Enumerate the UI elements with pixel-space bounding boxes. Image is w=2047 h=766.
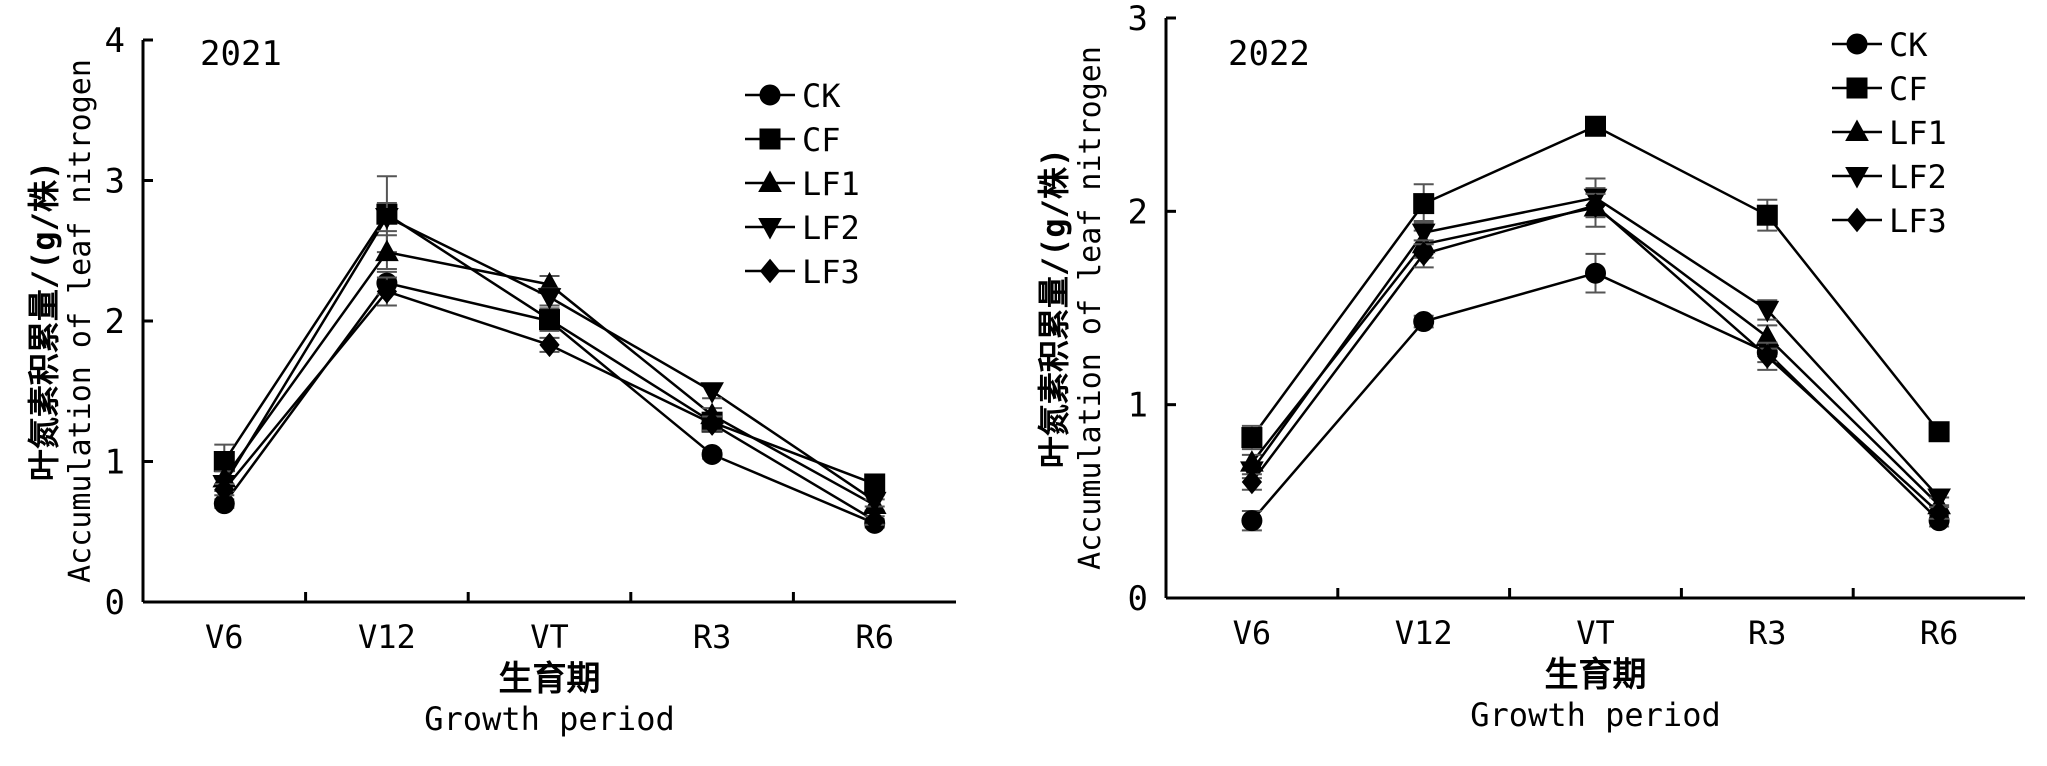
y-axis-title-cn: 叶氮素积累量/(g/株) [25, 161, 63, 481]
legend-marker-cf [759, 128, 781, 150]
series-lf3 [1241, 192, 1950, 526]
data-point-cf [864, 473, 886, 495]
legend-marker-ck [1846, 33, 1868, 55]
data-point-lf2 [1927, 488, 1951, 511]
series-lf1 [1240, 187, 1951, 515]
legend-marker-lf2 [1845, 167, 1869, 189]
legend-label: LF3 [802, 253, 860, 291]
data-point-lf1 [375, 239, 399, 262]
data-point-lf3 [1413, 241, 1434, 267]
data-point-lf2 [1755, 300, 1780, 323]
data-point-lf3 [1241, 469, 1263, 495]
data-point-lf3 [376, 279, 398, 304]
legend-marker-lf3 [759, 258, 781, 284]
series-lf1 [212, 234, 887, 515]
legend: CK CF LF1 LF2 LF3 [745, 77, 860, 291]
data-point-lf2 [1411, 223, 1436, 246]
legend-label: CK [802, 77, 841, 115]
data-point-ck [1241, 510, 1263, 532]
legend-label: LF1 [802, 165, 860, 203]
y-tick-label: 3 [1128, 0, 1148, 39]
legend: CK CF LF1 LF2 LF3 [1832, 26, 1947, 240]
data-point-ck [701, 443, 723, 465]
x-tick-label: V12 [358, 618, 416, 656]
data-point-lf2 [375, 208, 399, 230]
legend-label: LF1 [1889, 114, 1947, 152]
data-point-cf [1413, 193, 1435, 215]
series-line-lf2 [1250, 196, 1941, 499]
y-tick-label: 2 [105, 302, 125, 342]
y-axis-title-en: Accumulation of leaf nitrogen [1073, 46, 1108, 570]
series-line-lf1 [1250, 206, 1940, 507]
data-point-cf [1756, 204, 1778, 226]
x-tick-label: V6 [1233, 614, 1272, 652]
legend-marker-lf1 [1845, 119, 1869, 141]
legend-label: LF3 [1889, 202, 1947, 240]
data-point-ck [1585, 262, 1606, 284]
data-point-lf3 [1757, 344, 1778, 369]
y-axis-title-cn: 叶氮素积累量/(g/株) [1035, 148, 1073, 468]
x-axis-title-en: Growth period [1470, 696, 1720, 734]
legend-marker-lf2 [758, 218, 782, 240]
x-tick-label: VT [1576, 614, 1615, 652]
x-tick-label: V12 [1395, 614, 1453, 652]
legend-marker-cf [1846, 77, 1868, 99]
x-tick-label: R3 [693, 618, 732, 656]
data-point-lf2 [862, 491, 887, 514]
data-point-lf3 [214, 477, 235, 502]
data-point-ck [1413, 311, 1435, 333]
series-line-lf2 [223, 215, 876, 502]
y-tick-label: 1 [105, 443, 125, 483]
x-axis-title-cn: 生育期 [499, 659, 601, 699]
y-tick-label: 0 [1128, 579, 1148, 619]
series-lf3 [214, 276, 885, 533]
y-tick-label: 2 [1128, 192, 1148, 232]
legend-label: LF2 [1889, 158, 1947, 196]
series-line-lf3 [1250, 204, 1940, 514]
data-point-lf3 [1585, 193, 1606, 218]
data-point-cf [1241, 427, 1263, 449]
legend-marker-lf3 [1846, 207, 1868, 233]
x-tick-label: R6 [1920, 614, 1959, 652]
data-point-lf2 [700, 382, 724, 404]
data-point-lf3 [701, 411, 723, 436]
y-axis-title-en: Accumulation of leaf nitrogen [63, 59, 98, 583]
chart-title: 2022 [1228, 34, 1310, 74]
legend-label: CK [1889, 26, 1928, 64]
series-cf [1241, 115, 1950, 451]
x-tick-label: VT [530, 618, 569, 656]
data-point-cf [1585, 115, 1606, 137]
y-tick-label: 0 [105, 583, 125, 623]
series-line-ck [1250, 271, 1940, 522]
legend-label: CF [802, 121, 841, 159]
x-tick-label: R6 [855, 618, 894, 656]
y-tick-label: 3 [105, 162, 125, 202]
legend-marker-ck [759, 84, 781, 106]
chart-title: 2021 [200, 34, 282, 74]
data-point-cf [1928, 421, 1950, 443]
data-point-cf [539, 309, 560, 331]
x-axis-title-en: Growth period [424, 700, 674, 738]
x-tick-label: R3 [1748, 614, 1787, 652]
y-tick-label: 1 [1128, 386, 1148, 426]
x-axis-title-cn: 生育期 [1545, 655, 1647, 695]
legend-marker-lf1 [758, 170, 782, 192]
data-point-lf3 [539, 332, 560, 358]
data-point-lf2 [537, 288, 562, 310]
y-tick-label: 4 [105, 21, 125, 61]
data-point-lf3 [1928, 500, 1950, 526]
series-lf2 [212, 201, 887, 514]
data-point-lf3 [864, 508, 885, 533]
series-lf2 [1240, 177, 1951, 511]
legend-label: CF [1889, 70, 1928, 108]
legend-label: LF2 [802, 209, 860, 247]
x-tick-label: V6 [205, 618, 244, 656]
